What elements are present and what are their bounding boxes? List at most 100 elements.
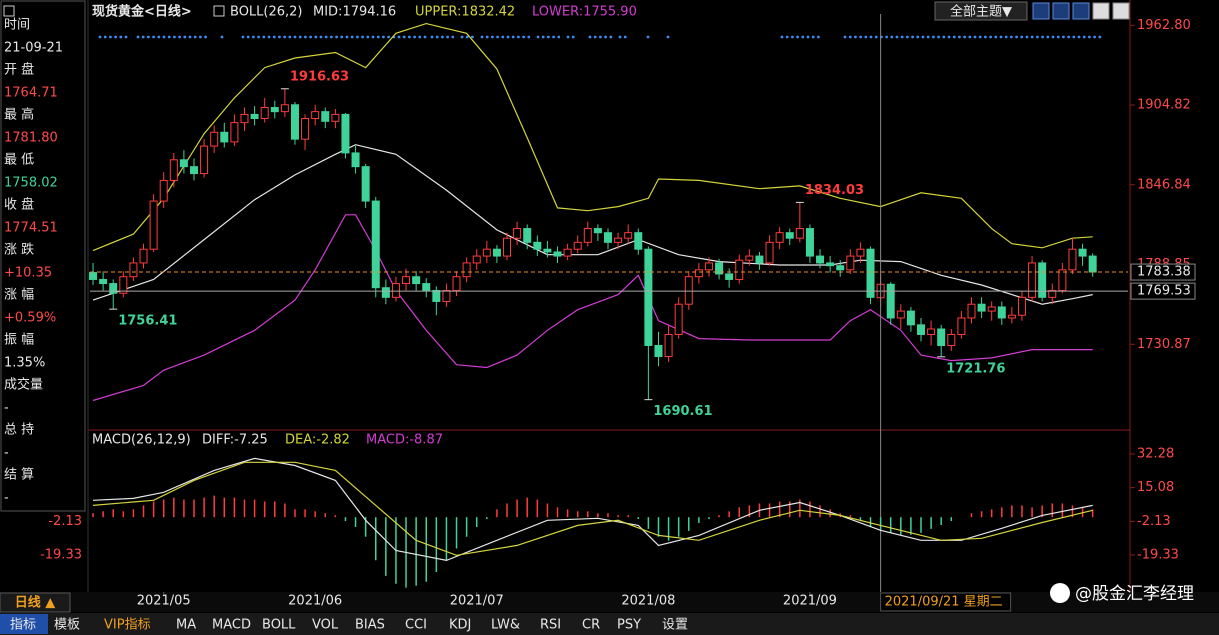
candle-body (624, 232, 633, 239)
candle-body (614, 237, 623, 243)
candle-body (735, 259, 744, 280)
signal-dot (1046, 35, 1050, 39)
theme-button[interactable] (934, 1, 1028, 21)
tab[interactable]: MACD (212, 618, 251, 633)
tab[interactable]: BIAS (355, 618, 385, 633)
period-button[interactable] (0, 592, 71, 613)
signal-dot (204, 35, 208, 39)
candle-body (341, 113, 350, 154)
tab[interactable]: 模板 (54, 618, 80, 633)
indicator-name: MACD(26,12,9) (92, 433, 191, 448)
signal-dot (906, 35, 909, 39)
left-tick-label: -2.13 (48, 514, 82, 529)
signal-dot (350, 35, 354, 39)
tool-icon[interactable] (1092, 2, 1110, 20)
legend-entry: UPPER:1832.42 (415, 5, 515, 20)
candle-body (997, 306, 1006, 319)
candle-body (937, 328, 946, 346)
sidebar-value: - (4, 401, 9, 416)
candle-body (109, 283, 118, 294)
tab[interactable]: RSI (540, 618, 561, 633)
tool-icon[interactable] (1112, 2, 1130, 20)
signal-dot (557, 35, 561, 39)
tab[interactable]: 设置 (662, 618, 688, 633)
candle-body (200, 145, 209, 175)
signal-dot (298, 35, 302, 39)
period-button-label[interactable]: 日线 ▲ (15, 595, 56, 611)
chart-title: 现货黄金<日线> (92, 4, 192, 20)
signal-dot (859, 35, 862, 39)
candle-body (452, 276, 461, 291)
indicator-icon[interactable] (213, 5, 225, 17)
theme-button-label[interactable]: 全部主题▼ (950, 4, 1012, 20)
tab[interactable]: BOLL (262, 618, 296, 633)
tab[interactable]: 指标 (10, 618, 36, 633)
signal-dot (460, 35, 464, 39)
candle-body (119, 276, 128, 294)
signal-dot (246, 35, 250, 39)
tab[interactable]: CCI (405, 618, 427, 633)
candle-body (290, 104, 299, 140)
signal-dot (1020, 35, 1024, 39)
extreme-label: 1834.03 (805, 183, 864, 198)
signal-dot (890, 35, 894, 39)
signal-dot (157, 35, 161, 39)
signal-dot (1088, 35, 1091, 39)
signal-dot (1067, 35, 1070, 39)
signal-dot (588, 35, 592, 39)
signal-dot (780, 35, 784, 39)
extreme-label: 1916.63 (290, 69, 349, 84)
candle-body (391, 283, 400, 298)
signal-dot (136, 35, 140, 39)
tool-icon[interactable] (1052, 2, 1070, 20)
tool-icon[interactable] (1032, 2, 1050, 20)
signal-dot (885, 35, 888, 39)
candle-body (826, 262, 835, 267)
tab[interactable]: VOL (312, 618, 339, 633)
toolbar-icons (1032, 2, 1130, 20)
sidebar-value: +10.35 (4, 266, 52, 281)
tool-icon[interactable] (1072, 2, 1090, 20)
candle-body (543, 248, 552, 253)
tab[interactable]: VIP指标 (104, 618, 151, 633)
tab[interactable]: LW& (491, 618, 520, 633)
signal-dot (183, 35, 187, 39)
signal-dot (141, 35, 145, 39)
candle-body (674, 303, 683, 335)
signal-dot (283, 35, 286, 39)
candle-body (169, 159, 178, 181)
candle-body (351, 152, 360, 168)
signal-dot (791, 35, 794, 39)
signal-dot (356, 35, 359, 39)
tab[interactable]: KDJ (449, 618, 471, 633)
signal-dot (491, 35, 494, 39)
menu-icon[interactable] (3, 5, 15, 17)
signal-dot (167, 35, 171, 39)
candle-body (816, 255, 825, 264)
candle-body (442, 289, 451, 302)
signal-dot (152, 35, 156, 39)
x-tick-label: 2021/07 (450, 594, 504, 609)
signal-dot (796, 35, 799, 39)
signal-dot (451, 35, 455, 39)
candle-body (977, 303, 986, 312)
tab[interactable]: PSY (617, 618, 641, 633)
tab[interactable]: MA (176, 618, 196, 633)
signal-dot (843, 35, 847, 39)
candle-body (301, 118, 310, 140)
signal-dot (272, 35, 276, 39)
candle-body (987, 306, 996, 312)
signal-dot (916, 35, 920, 39)
tab[interactable]: CR (582, 618, 600, 633)
signal-dot (599, 35, 602, 39)
candle-body (967, 303, 976, 319)
signal-dot (376, 35, 380, 39)
signal-dot (566, 35, 570, 39)
signal-dot (446, 35, 449, 39)
last-price-label: 1783.38 (1137, 265, 1191, 280)
signal-dot (241, 35, 245, 39)
signal-dot (402, 35, 406, 39)
candle-body (129, 262, 138, 278)
signal-dot (293, 35, 297, 39)
y-tick-label: -19.33 (1137, 548, 1179, 563)
